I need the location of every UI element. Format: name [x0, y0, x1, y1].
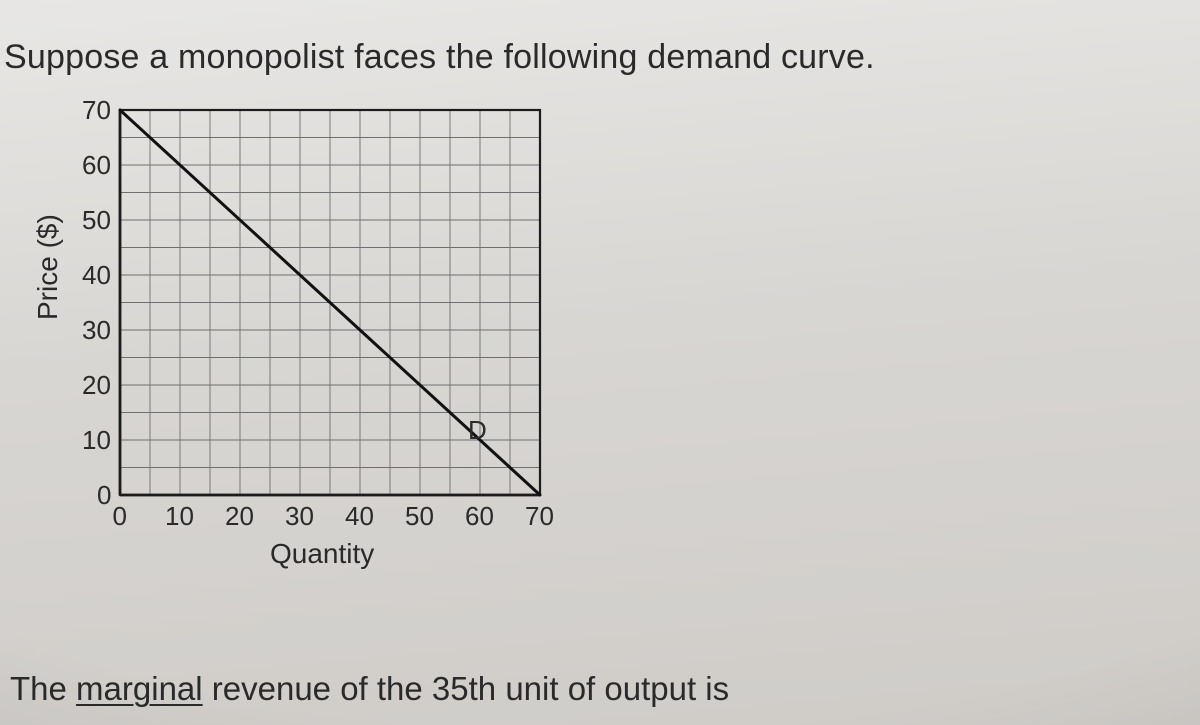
y-tick: 10: [82, 425, 111, 456]
y-tick: 50: [82, 205, 111, 236]
chart-svg: [40, 100, 560, 555]
y-tick: 40: [82, 260, 111, 291]
x-tick: 50: [405, 501, 434, 532]
y-tick: 0: [97, 480, 111, 511]
x-tick: 20: [225, 501, 254, 532]
x-tick: 10: [165, 501, 194, 532]
demand-chart: Price ($) Quantity D01020304050607001020…: [40, 100, 600, 570]
q-bottom-pre: The: [10, 670, 76, 707]
question-text-top: Suppose a monopolist faces the following…: [4, 38, 875, 77]
y-tick: 60: [82, 150, 111, 181]
y-tick: 20: [82, 370, 111, 401]
x-tick: 30: [285, 501, 314, 532]
series-label-d: D: [468, 415, 487, 446]
y-tick: 70: [82, 95, 111, 126]
x-tick: 0: [113, 501, 127, 532]
x-tick: 40: [345, 501, 374, 532]
question-text-bottom: The marginal revenue of the 35th unit of…: [10, 670, 729, 708]
x-tick: 70: [525, 501, 554, 532]
x-axis-label: Quantity: [270, 538, 374, 570]
q-bottom-underline: marginal: [76, 670, 203, 707]
q-bottom-post: revenue of the 35th unit of output is: [203, 670, 730, 707]
x-tick: 60: [465, 501, 494, 532]
y-tick: 30: [82, 315, 111, 346]
